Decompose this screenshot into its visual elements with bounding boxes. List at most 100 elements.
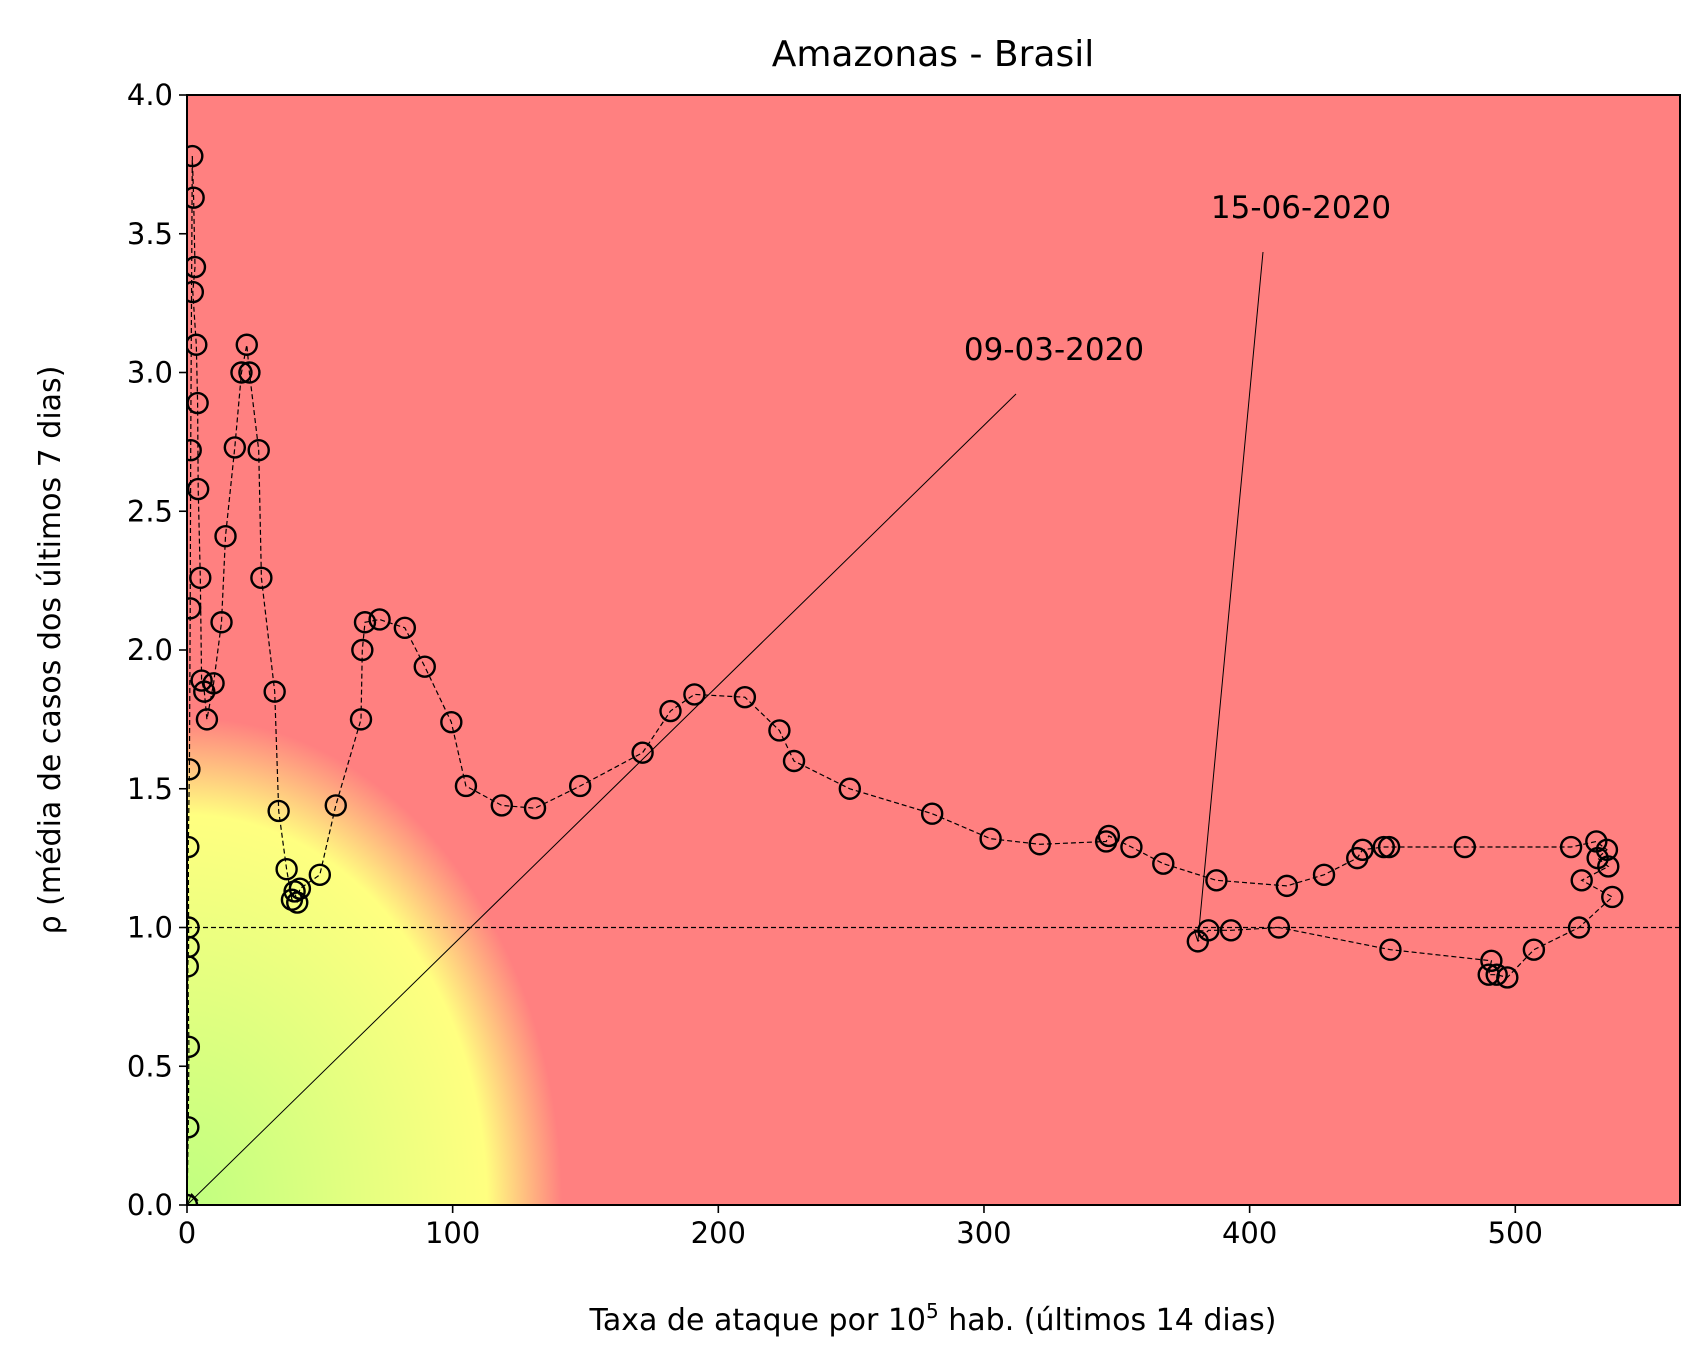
annotation-label: 15-06-2020 <box>1211 190 1391 226</box>
data-point <box>187 916 200 939</box>
data-point <box>230 361 253 384</box>
x-axis-label: Taxa de ataque por 105 hab. (últimos 14 … <box>589 1299 1277 1338</box>
data-point <box>324 794 347 817</box>
data-point <box>1567 916 1591 939</box>
data-point <box>1219 919 1243 942</box>
x-tick-label: 400 <box>1222 1216 1277 1250</box>
data-point <box>838 777 862 800</box>
data-point <box>187 255 207 279</box>
data-point <box>187 477 210 501</box>
data-point <box>1267 916 1291 939</box>
data-point <box>187 1035 201 1059</box>
x-tick-label: 200 <box>691 1216 746 1250</box>
data-point <box>1559 835 1583 859</box>
y-axis-ticks: 0.0 0.5 1.0 1.5 2.0 2.5 3.0 3.5 4.0 <box>127 78 187 1222</box>
data-point <box>187 144 204 168</box>
data-point <box>195 708 219 731</box>
data-point <box>1480 949 1503 972</box>
data-point <box>210 611 233 634</box>
x-axis-label-rest: hab. (últimos 14 dias) <box>939 1303 1277 1338</box>
data-point <box>247 439 270 462</box>
y-tick-label: 1.0 <box>127 911 173 945</box>
x-tick-label: 100 <box>425 1216 480 1250</box>
data-point <box>353 611 377 634</box>
data-point <box>267 799 290 823</box>
data-point <box>1097 824 1121 848</box>
data-point <box>349 708 373 731</box>
data-point <box>1351 838 1374 861</box>
data-point <box>1379 938 1402 961</box>
data-point <box>659 699 682 723</box>
annotation-arrow <box>186 393 1017 1206</box>
data-point <box>683 683 706 706</box>
data-point <box>1477 963 1500 986</box>
y-tick-label: 2.5 <box>127 494 173 528</box>
data-point <box>187 758 201 781</box>
data-point <box>187 439 202 462</box>
data-point <box>214 525 237 548</box>
y-tick-label: 3.5 <box>127 217 173 251</box>
data-point <box>568 774 592 798</box>
data-point <box>187 333 208 356</box>
data-point <box>733 685 757 709</box>
data-point <box>490 794 514 817</box>
data-point <box>1522 938 1546 961</box>
data-point <box>1028 833 1051 856</box>
y-tick-label: 4.0 <box>127 78 173 112</box>
data-point <box>1205 869 1228 892</box>
x-tick-label: 500 <box>1488 1216 1543 1250</box>
data-point <box>351 638 374 662</box>
data-point <box>1485 963 1508 986</box>
data-point <box>286 891 309 914</box>
data-point <box>920 802 944 825</box>
data-point <box>393 616 417 639</box>
chart-title: Amazonas - Brasil <box>772 34 1095 75</box>
x-axis-label-sup: 5 <box>926 1299 939 1323</box>
data-point <box>223 436 247 459</box>
y-tick-label: 2.0 <box>127 633 173 667</box>
y-tick-label: 3.0 <box>127 356 173 390</box>
data-point <box>1601 885 1624 909</box>
data-point <box>1377 835 1401 859</box>
data-point <box>187 186 205 209</box>
data-point <box>263 680 286 703</box>
data-point <box>187 280 205 304</box>
annotation-arrow <box>1197 251 1264 942</box>
data-point <box>523 796 547 820</box>
data-point <box>440 710 463 734</box>
annotation-labels: 09-03-2020 15-06-2020 <box>964 190 1391 368</box>
y-tick-label: 0.0 <box>127 1188 173 1222</box>
data-point <box>368 608 391 631</box>
data-point <box>1186 930 1210 953</box>
data-point <box>631 741 654 764</box>
y-tick-label: 0.5 <box>127 1049 173 1083</box>
x-tick-label: 300 <box>956 1216 1011 1250</box>
data-point <box>190 669 213 692</box>
data-point <box>1120 835 1143 859</box>
data-point <box>454 774 478 798</box>
data-point <box>187 835 200 859</box>
data-point <box>1597 855 1620 878</box>
data-point <box>1312 863 1336 886</box>
x-axis-ticks: 0 100 200 300 400 500 <box>178 1205 1543 1250</box>
data-point <box>308 863 332 886</box>
data-point <box>187 1116 200 1139</box>
risk-background <box>187 95 1680 1205</box>
data-point <box>768 719 791 742</box>
y-axis-label: ρ (média de casos dos últimos 7 dias) <box>33 366 68 935</box>
data-point <box>1275 874 1299 898</box>
annotation-label: 09-03-2020 <box>964 332 1144 368</box>
data-point <box>413 655 436 678</box>
data-point <box>235 333 258 356</box>
data-point <box>202 672 225 695</box>
x-axis-label-main: Taxa de ataque por 10 <box>589 1303 926 1338</box>
data-point <box>288 877 312 900</box>
data-point <box>1152 852 1175 875</box>
data-point <box>1570 869 1593 892</box>
data-point <box>782 749 806 773</box>
data-point <box>238 361 261 384</box>
data-point <box>1372 835 1395 859</box>
series-markers <box>187 144 1624 1205</box>
data-point <box>275 858 298 881</box>
